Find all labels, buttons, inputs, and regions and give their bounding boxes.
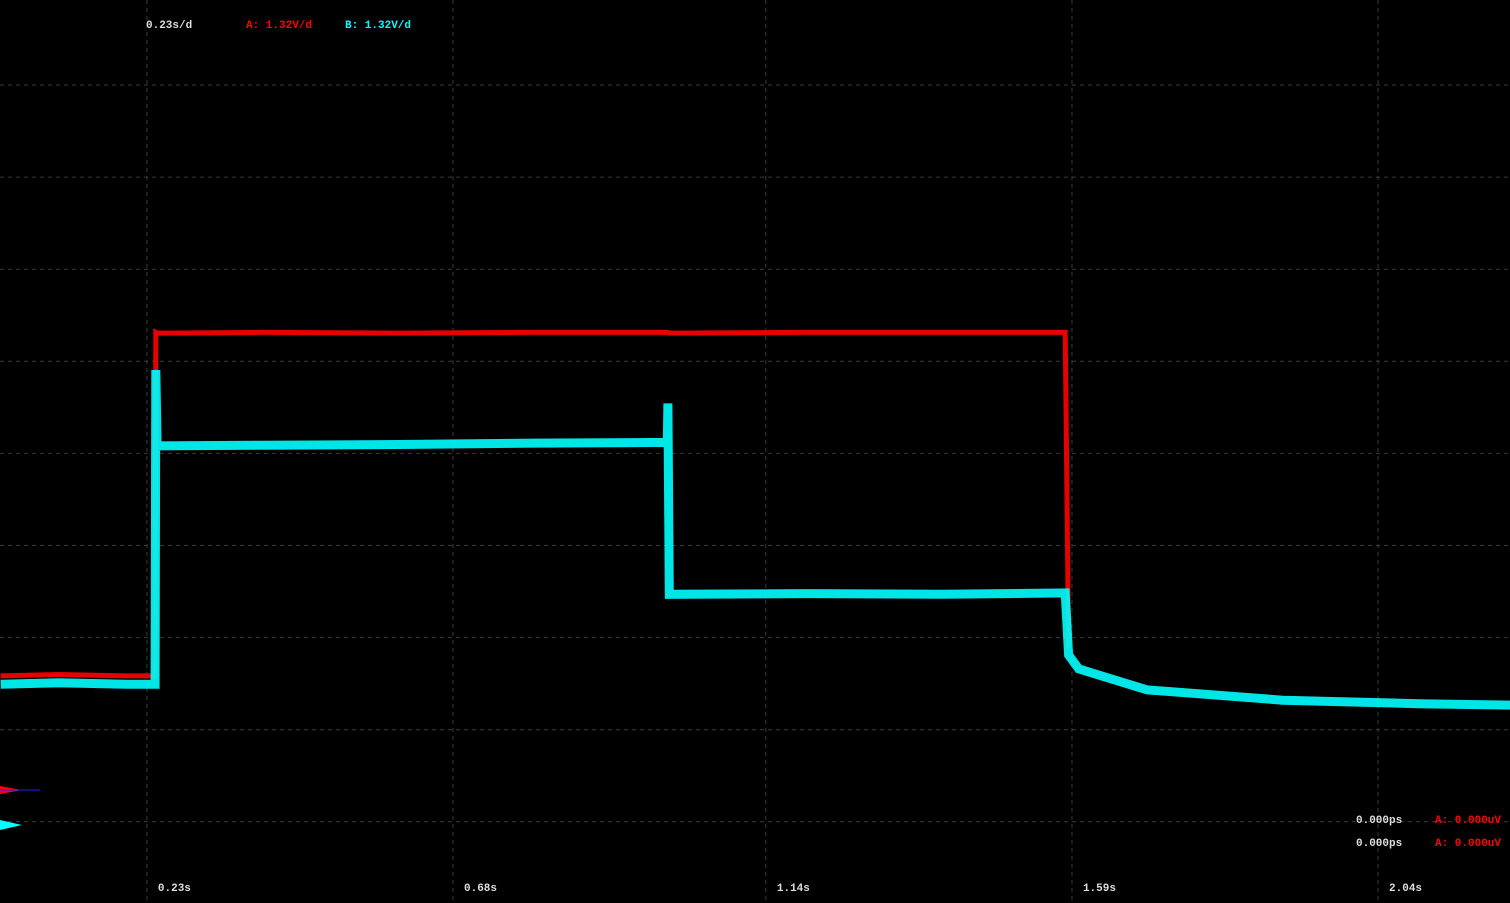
legend-entry: A: 1.32V/d bbox=[246, 20, 312, 32]
x-tick-label: 2.04s bbox=[1389, 883, 1422, 895]
traces bbox=[0, 328, 1510, 710]
x-tick-label: 0.23s bbox=[158, 883, 191, 895]
readout-value: A: 0.000uV bbox=[1435, 838, 1501, 850]
legend-entry: B: 1.32V/d bbox=[345, 20, 411, 32]
readout-time: 0.000ps bbox=[1356, 815, 1402, 827]
readout-value: A: 0.000uV bbox=[1435, 815, 1501, 827]
x-tick-label: 1.59s bbox=[1083, 883, 1116, 895]
readout-time: 0.000ps bbox=[1356, 838, 1402, 850]
timebase: 0.23s/d bbox=[146, 20, 192, 32]
channel-b-marker bbox=[0, 820, 22, 830]
x-tick-label: 0.68s bbox=[464, 883, 497, 895]
x-tick-label: 1.14s bbox=[777, 883, 810, 895]
trace bbox=[0, 369, 1510, 710]
trace bbox=[0, 328, 1072, 679]
